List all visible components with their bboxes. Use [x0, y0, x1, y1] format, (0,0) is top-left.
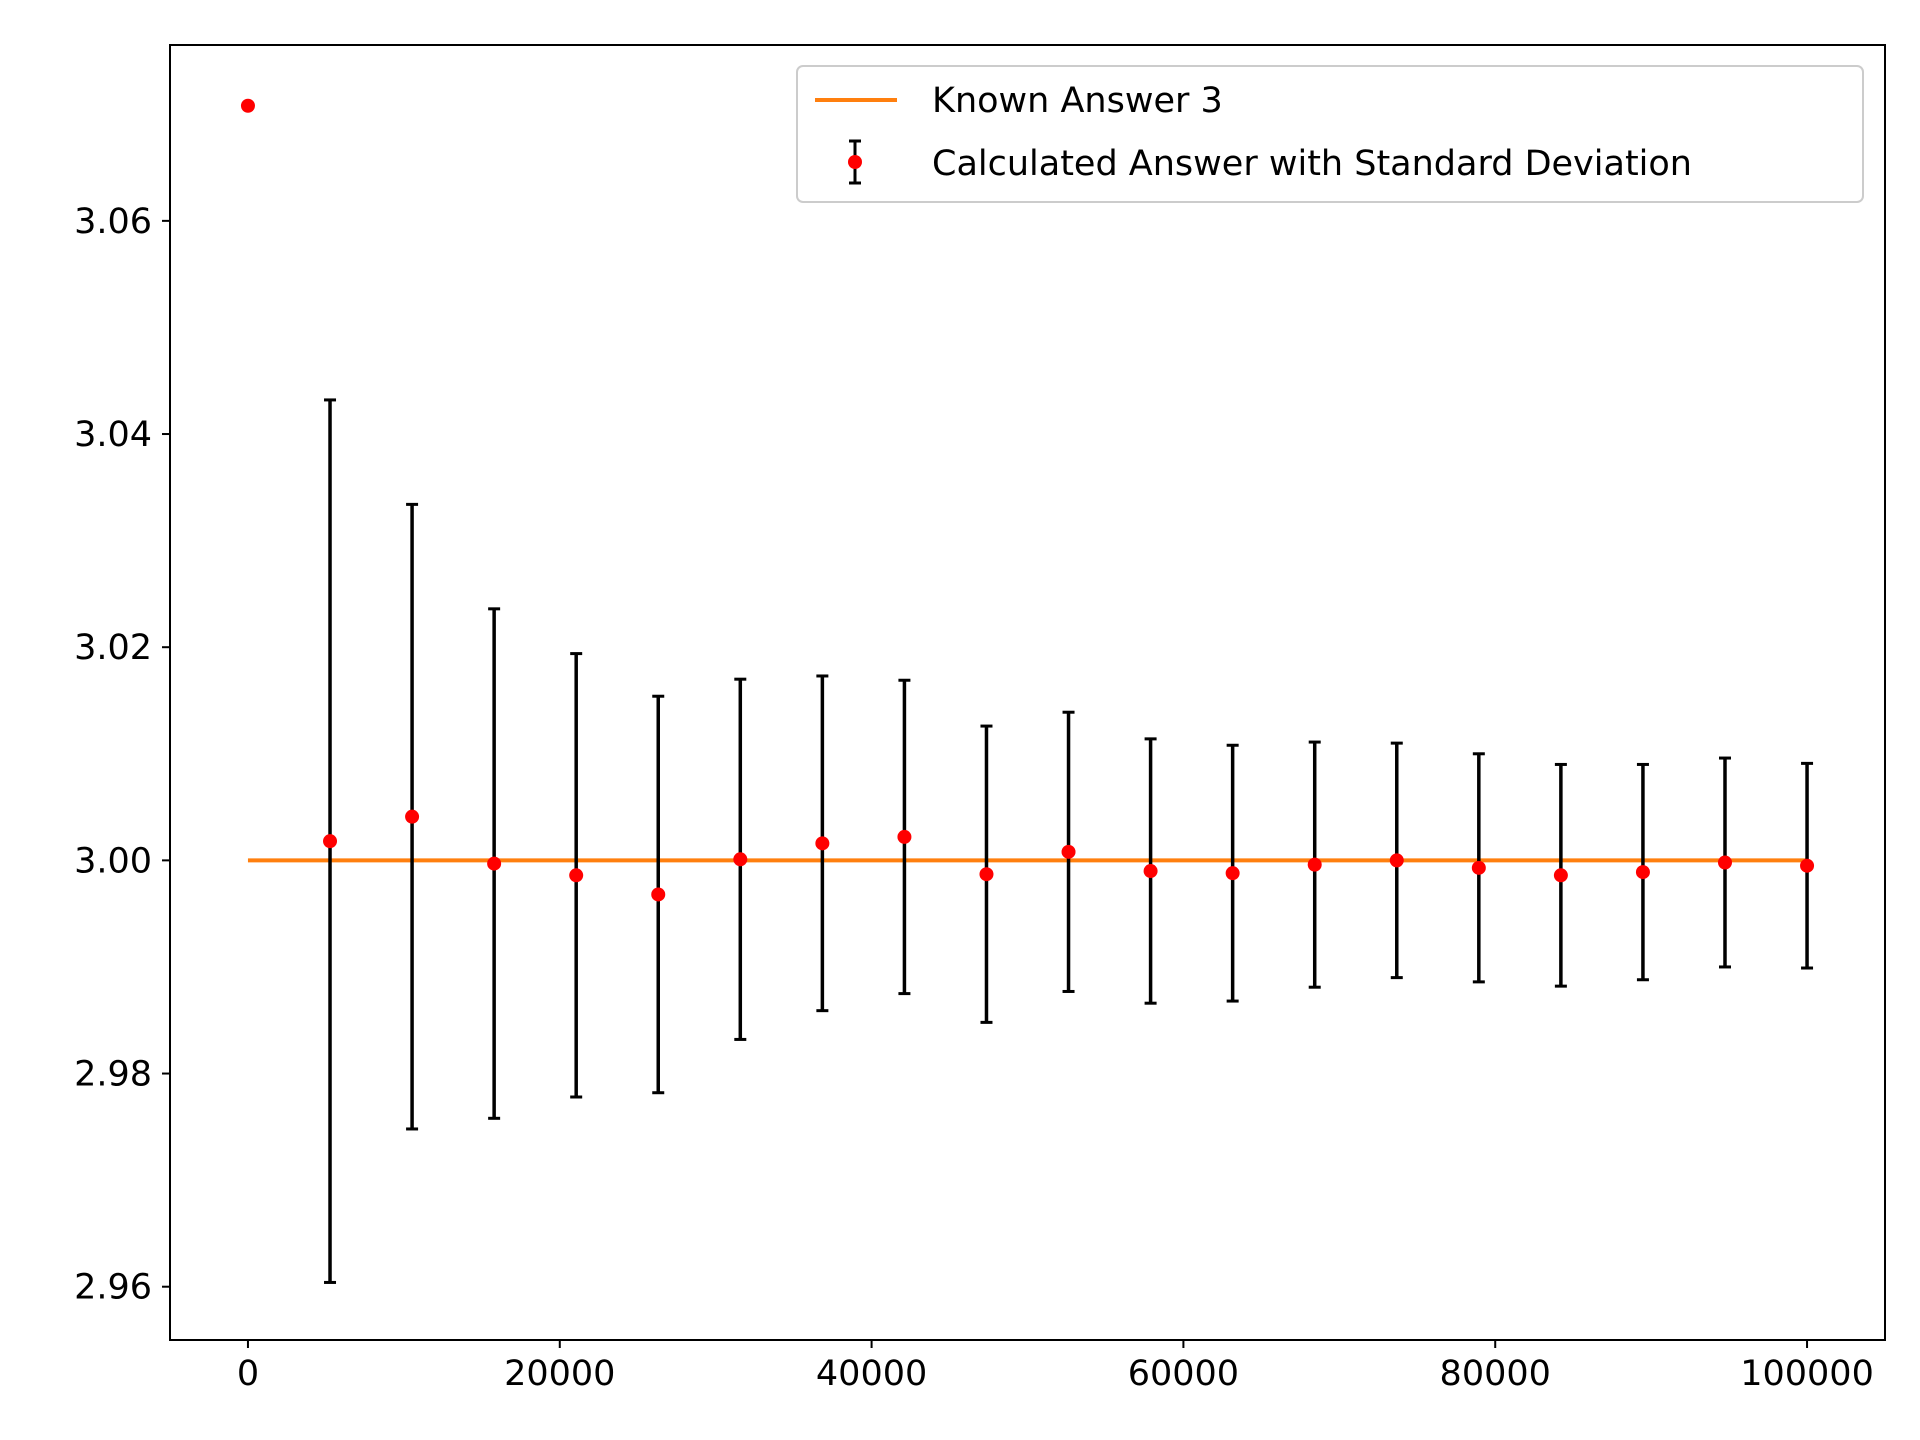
x-tick-label: 40000 [816, 1354, 927, 1394]
data-point [897, 829, 912, 844]
data-point [1389, 853, 1404, 868]
data-point [1225, 866, 1240, 881]
legend-calculated-label: Calculated Answer with Standard Deviatio… [932, 144, 1692, 184]
data-point [651, 887, 666, 902]
data-point [815, 836, 830, 851]
x-axis: 0 20000 40000 60000 80000 100000 [237, 1340, 1874, 1394]
data-point [1143, 864, 1158, 879]
plot-frame [169, 44, 1886, 1341]
y-tick-label: 3.04 [74, 415, 152, 455]
y-tick-label: 2.96 [74, 1268, 152, 1308]
plot-area [240, 98, 1815, 1284]
data-point [733, 852, 748, 867]
x-tick-label: 0 [237, 1354, 259, 1394]
legend-frame [796, 65, 1864, 203]
legend-known-answer-label: Known Answer 3 [932, 81, 1223, 121]
data-point [1800, 858, 1815, 873]
x-tick-label: 60000 [1128, 1354, 1239, 1394]
y-tick-label: 3.06 [74, 202, 152, 242]
y-tick-label: 3.00 [74, 841, 152, 881]
x-tick-label: 80000 [1440, 1354, 1551, 1394]
x-tick-label: 100000 [1740, 1354, 1874, 1394]
legend-calculated-swatch [848, 139, 862, 185]
y-tick-label: 2.98 [74, 1055, 152, 1095]
data-point [1061, 844, 1076, 859]
data-point [323, 834, 338, 849]
data-point [569, 868, 584, 883]
data-point [979, 867, 994, 882]
x-tick-label: 20000 [504, 1354, 615, 1394]
y-tick-label: 3.02 [74, 628, 152, 668]
data-point [405, 809, 420, 824]
data-point [1307, 857, 1322, 872]
y-axis: 2.96 2.98 3.00 3.02 3.04 3.06 [74, 202, 170, 1308]
data-point [1717, 855, 1732, 870]
data-point [1553, 868, 1568, 883]
data-point [1471, 860, 1486, 875]
data-point [1635, 865, 1650, 880]
legend: Known Answer 3 Calculated Answer with St… [796, 65, 1864, 203]
data-point [240, 98, 255, 113]
data-point [487, 856, 502, 871]
